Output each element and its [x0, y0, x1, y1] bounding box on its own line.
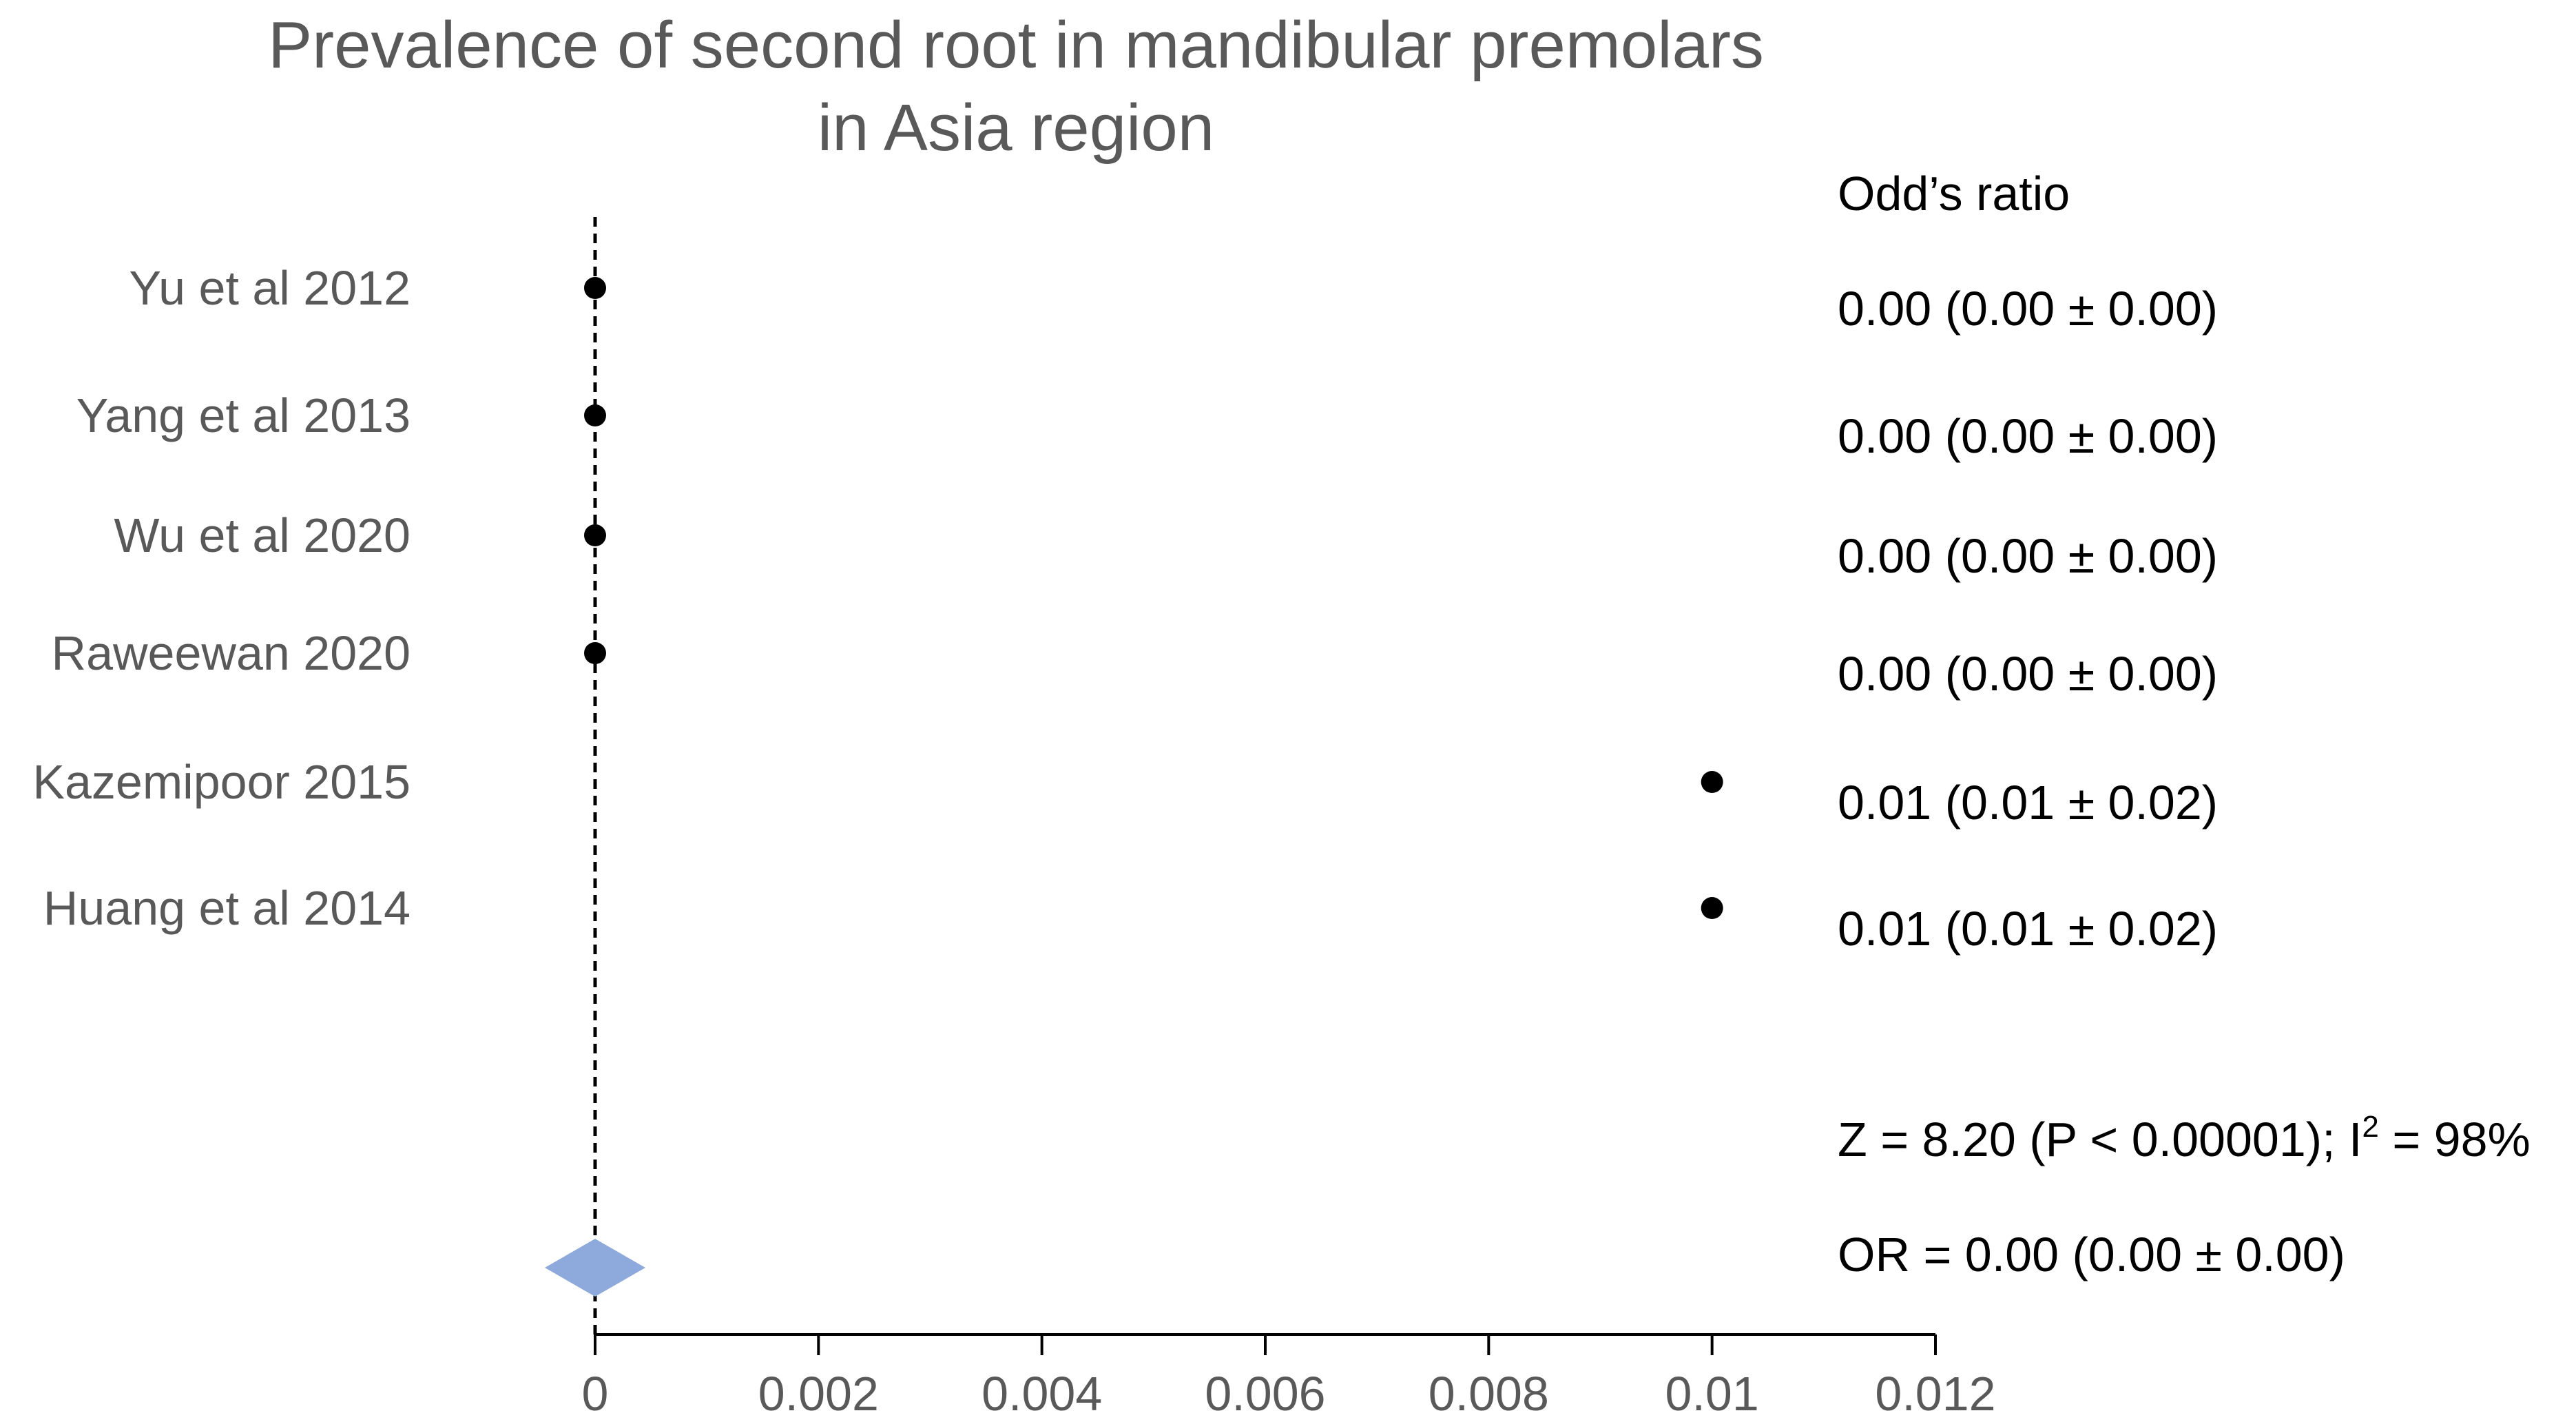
x-axis-tick-label: 0.012 [1875, 1367, 1995, 1421]
heterogeneity-statistics: Z = 8.20 (P < 0.00001); I2 = 98% [1838, 1110, 2531, 1166]
study-label: Raweewan 2020 [52, 626, 411, 680]
study-odds-ratio-text: 0.00 (0.00 ± 0.00) [1838, 282, 2218, 336]
study-point [584, 277, 606, 299]
study-label: Huang et al 2014 [43, 881, 411, 935]
x-axis: 0 0.002 0.004 0.006 0.008 0.01 0.012 [582, 1333, 1996, 1421]
study-point [584, 524, 606, 546]
x-axis-tick-label: 0.008 [1429, 1367, 1549, 1421]
study-row: Kazemipoor 2015 0.01 (0.01 ± 0.02) [32, 755, 2218, 830]
study-rows: Yu et al 2012 0.00 (0.00 ± 0.00)Yang et a… [32, 261, 2218, 956]
study-point [1701, 897, 1723, 919]
study-row: Yu et al 2012 0.00 (0.00 ± 0.00) [129, 261, 2218, 336]
chart-title-line-2: in Asia region [818, 91, 1214, 165]
pooled-estimate-diamond [545, 1239, 645, 1297]
study-point [584, 642, 606, 664]
study-point [584, 404, 606, 426]
study-odds-ratio-text: 0.00 (0.00 ± 0.00) [1838, 529, 2218, 583]
chart-title-line-1: Prevalence of second root in mandibular … [268, 8, 1764, 82]
x-axis-tick-label: 0.004 [981, 1367, 1102, 1421]
x-axis-tick-label: 0.01 [1665, 1367, 1759, 1421]
pooled-odds-ratio-text: OR = 0.00 (0.00 ± 0.00) [1838, 1228, 2345, 1281]
x-axis-tick-label: 0 [582, 1367, 609, 1421]
study-row: Yang et al 2013 0.00 (0.00 ± 0.00) [76, 389, 2218, 463]
study-point [1701, 771, 1723, 793]
study-label: Kazemipoor 2015 [32, 755, 411, 809]
study-row: Raweewan 2020 0.00 (0.00 ± 0.00) [52, 626, 2219, 701]
study-odds-ratio-text: 0.01 (0.01 ± 0.02) [1838, 902, 2218, 956]
study-odds-ratio-text: 0.00 (0.00 ± 0.00) [1838, 409, 2218, 463]
study-odds-ratio-text: 0.00 (0.00 ± 0.00) [1838, 647, 2218, 701]
study-label: Yu et al 2012 [129, 261, 411, 315]
study-row: Huang et al 2014 0.01 (0.01 ± 0.02) [43, 881, 2218, 956]
x-axis-tick-label: 0.006 [1205, 1367, 1325, 1421]
study-odds-ratio-text: 0.01 (0.01 ± 0.02) [1838, 776, 2218, 830]
x-axis-tick-label: 0.002 [758, 1367, 879, 1421]
odds-ratio-column-header: Odd’s ratio [1838, 167, 2070, 220]
pooled-estimate-layer [545, 1239, 645, 1297]
study-label: Yang et al 2013 [76, 389, 411, 442]
study-label: Wu et al 2020 [114, 508, 411, 562]
study-row: Wu et al 2020 0.00 (0.00 ± 0.00) [114, 508, 2218, 583]
